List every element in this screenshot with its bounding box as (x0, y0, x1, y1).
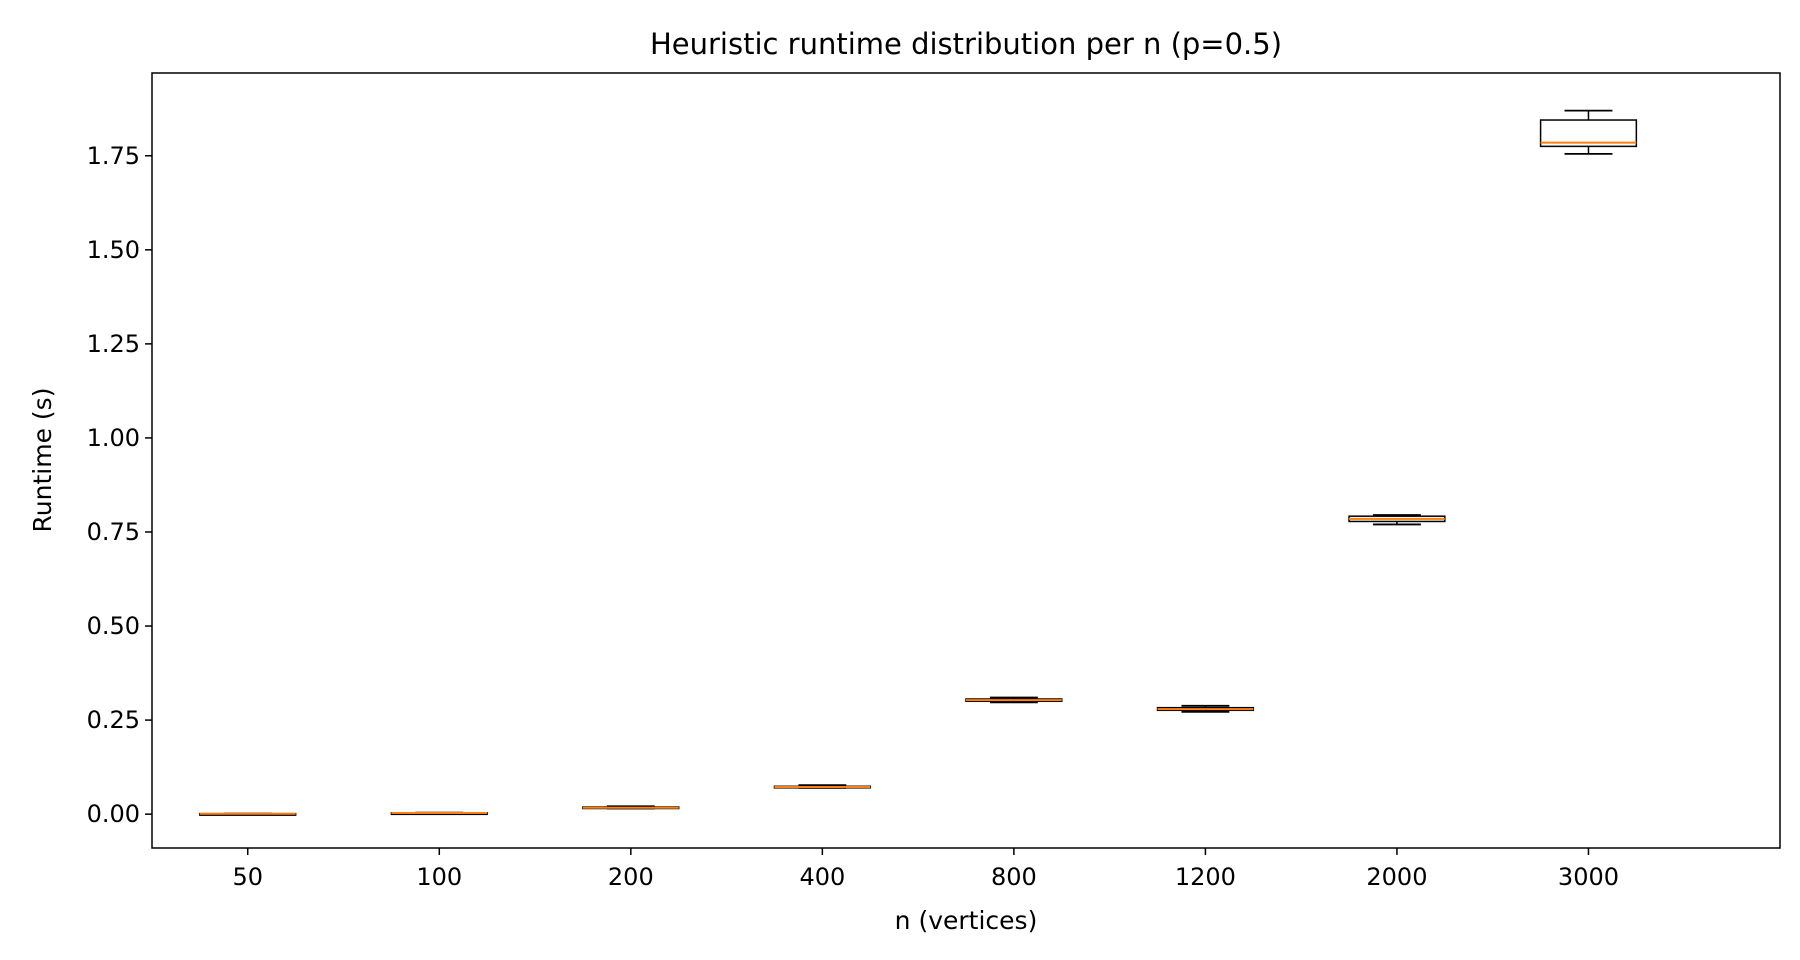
x-tick-label: 1200 (1175, 863, 1236, 891)
y-tick-label: 0.50 (87, 612, 140, 640)
y-tick-label: 1.50 (87, 236, 140, 264)
box-200 (582, 805, 680, 810)
y-tick-label: 0.00 (87, 800, 140, 828)
y-tick-label: 0.25 (87, 706, 140, 734)
chart-title: Heuristic runtime distribution per n (p=… (650, 27, 1282, 61)
x-axis-label: n (vertices) (895, 906, 1038, 935)
x-axis: 50 100 200 400 800 1200 2000 3000 (232, 848, 1619, 891)
y-tick-label: 1.75 (87, 142, 140, 170)
box-50 (199, 812, 297, 816)
y-axis: 0.00 0.25 0.50 0.75 1.00 1.25 1.50 1.75 (87, 142, 152, 828)
box-series (199, 109, 1638, 816)
x-tick-label: 200 (608, 863, 654, 891)
x-tick-label: 3000 (1558, 863, 1619, 891)
box-3000 (1539, 109, 1638, 155)
y-axis-label: Runtime (s) (28, 388, 57, 533)
x-tick-label: 100 (416, 863, 462, 891)
y-tick-label: 1.25 (87, 330, 140, 358)
x-tick-label: 800 (991, 863, 1037, 891)
x-tick-label: 2000 (1366, 863, 1427, 891)
box-1200 (1156, 704, 1255, 713)
box-100 (390, 811, 488, 816)
box-800 (965, 696, 1063, 704)
box-2000 (1348, 514, 1446, 526)
iqr-box (1539, 119, 1638, 148)
x-tick-label: 50 (232, 863, 263, 891)
box-400 (773, 784, 871, 789)
x-tick-label: 400 (799, 863, 845, 891)
plot-frame (151, 72, 1781, 849)
y-tick-label: 1.00 (87, 424, 140, 452)
y-tick-label: 0.75 (87, 518, 140, 546)
